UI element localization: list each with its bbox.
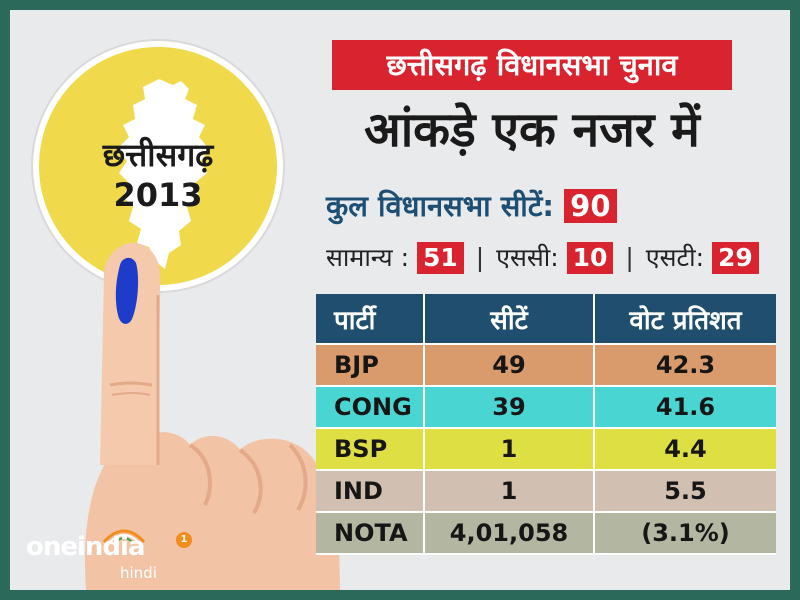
table-row: IND 1 5.5 xyxy=(316,470,776,513)
party-cell: BSP xyxy=(316,428,425,471)
seat-breakdown-row: सामान्य : 51 | एससी: 10 | एसटी: 29 xyxy=(326,238,759,278)
ink-mark-icon xyxy=(115,257,139,324)
general-value: 51 xyxy=(417,242,464,274)
seats-cell: 39 xyxy=(424,386,595,429)
seats-cell: 1 xyxy=(424,470,595,513)
region-year: 2013 xyxy=(113,176,203,214)
seats-cell: 1 xyxy=(424,428,595,471)
table-row: CONG 39 41.6 xyxy=(316,386,776,429)
separator: | xyxy=(625,243,634,272)
region-badge-circle: छत्तीसगढ़ 2013 xyxy=(33,41,283,291)
region-title: छत्तीसगढ़ 2013 xyxy=(39,135,277,215)
table-header-row: पार्टी सीटें वोट प्रतिशत xyxy=(316,294,776,345)
separator: | xyxy=(475,243,485,272)
oneindia-logo: oneindia 1 hindi xyxy=(26,522,196,582)
logo-brand: oneindia xyxy=(26,532,145,562)
party-cell: IND xyxy=(316,470,425,513)
subtitle: आंकड़े एक नजर में xyxy=(364,102,700,158)
logo-badge: 1 xyxy=(176,532,192,548)
vote-cell: 42.3 xyxy=(594,344,776,387)
inked-finger-illustration xyxy=(84,242,340,590)
chhattisgarh-map-icon xyxy=(117,79,209,269)
sc-value: 10 xyxy=(566,242,614,274)
general-label: सामान्य : xyxy=(326,243,410,272)
st-label: एसटी: xyxy=(645,243,704,272)
results-table: पार्टी सीटें वोट प्रतिशत BJP 49 42.3 CONG 39… xyxy=(316,294,776,555)
total-seats-label: कुल विधानसभा सीटें: xyxy=(326,189,555,223)
total-seats-value: 90 xyxy=(564,189,617,223)
seats-cell: 49 xyxy=(424,344,595,387)
party-cell: CONG xyxy=(316,386,425,429)
vote-cell: 41.6 xyxy=(594,386,776,429)
poster-canvas: छत्तीसगढ़ 2013 oneindia 1 hindi छत्तीसगढ… xyxy=(10,10,790,590)
title-banner: छत्तीसगढ़ विधानसभा चुनाव xyxy=(332,40,732,90)
party-cell: BJP xyxy=(316,344,425,387)
table-row: NOTA 4,01,058 (3.1%) xyxy=(316,512,776,555)
seats-cell: 4,01,058 xyxy=(424,512,595,555)
table-row: BSP 1 4.4 xyxy=(316,428,776,471)
vote-cell: 4.4 xyxy=(594,428,776,471)
total-seats-row: कुल विधानसभा सीटें: 90 xyxy=(326,186,617,226)
st-value: 29 xyxy=(711,242,759,274)
logo-arc-icon xyxy=(102,529,146,544)
party-cell: NOTA xyxy=(316,512,425,555)
region-name: छत्तीसगढ़ xyxy=(102,136,214,174)
vote-cell: 5.5 xyxy=(594,470,776,513)
header-party: पार्टी xyxy=(316,294,425,345)
header-seats: सीटें xyxy=(424,294,595,345)
vote-cell: (3.1%) xyxy=(594,512,776,555)
header-vote-percent: वोट प्रतिशत xyxy=(594,294,776,345)
sc-label: एससी: xyxy=(496,243,559,272)
table-row: BJP 49 42.3 xyxy=(316,344,776,387)
logo-sub: hindi xyxy=(120,564,157,582)
